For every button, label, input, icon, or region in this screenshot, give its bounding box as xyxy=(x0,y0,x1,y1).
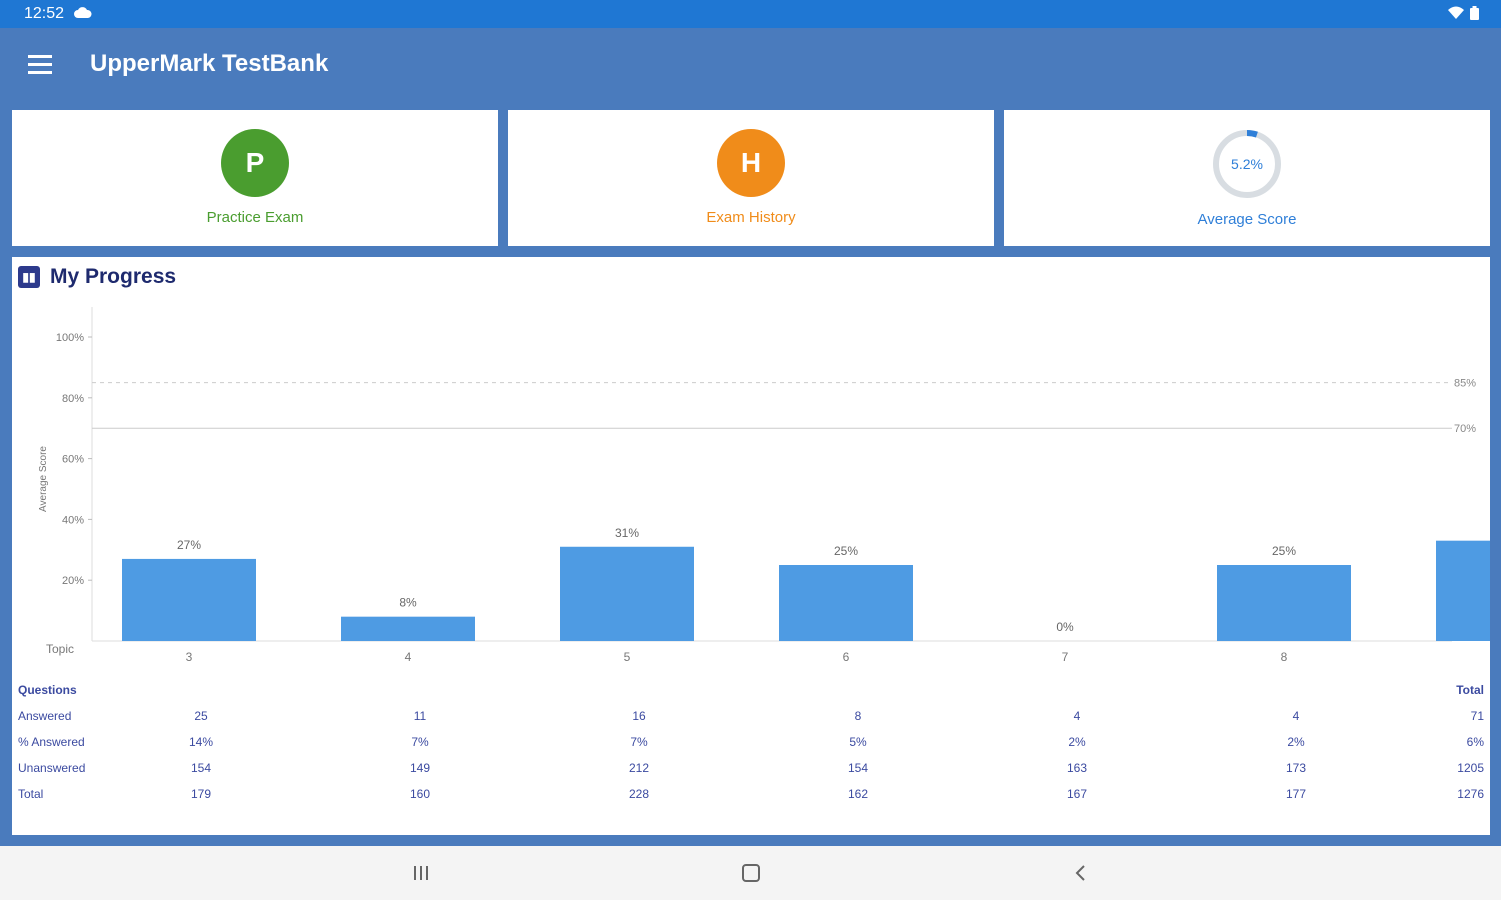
bar xyxy=(1217,565,1351,641)
stats-cell: 212 xyxy=(628,761,650,775)
home-icon[interactable] xyxy=(740,862,762,884)
exam-history-card[interactable]: H Exam History xyxy=(508,110,994,246)
stats-cell: 1% xyxy=(1485,735,1501,749)
bar xyxy=(341,616,475,641)
stats-row: Answered251116844271 xyxy=(12,705,1490,731)
stats-header-row: Questions Total xyxy=(12,679,1490,705)
reference-line-label: 70% xyxy=(1454,423,1476,435)
app-bar: UpperMark TestBank xyxy=(0,28,1501,106)
y-tick-label: 80% xyxy=(62,393,84,405)
stats-cell: 203 xyxy=(1485,787,1501,801)
stats-cell: 2% xyxy=(1068,735,1086,749)
stats-cell: 179 xyxy=(190,787,212,801)
navigation-bar xyxy=(0,846,1501,900)
average-score-ring: 5.2% xyxy=(1212,129,1282,199)
bar-value-label: 31% xyxy=(615,526,639,540)
stats-row-label: Unanswered xyxy=(18,761,86,775)
x-axis-label: Topic xyxy=(46,642,74,656)
stats-cell: 154 xyxy=(190,761,212,775)
exam-history-icon: H xyxy=(717,129,785,197)
stats-cell: 11 xyxy=(413,709,427,723)
stats-total-cell: 6% xyxy=(1466,735,1484,749)
x-tick-label: 7 xyxy=(1062,650,1069,664)
progress-title: My Progress xyxy=(50,265,177,288)
status-time: 12:52 xyxy=(24,5,65,22)
menu-icon[interactable] xyxy=(28,55,54,77)
stats-cell: 177 xyxy=(1285,787,1307,801)
stats-total-header: Total xyxy=(1456,683,1484,697)
stats-row: Unanswered1541492121541631732001205 xyxy=(12,757,1490,783)
bar xyxy=(122,558,256,641)
stats-cell: 228 xyxy=(628,787,650,801)
practice-exam-label: Practice Exam xyxy=(206,209,304,226)
x-tick-label: 3 xyxy=(186,650,193,664)
battery-icon xyxy=(1470,6,1479,25)
y-tick-label: 60% xyxy=(62,454,84,466)
bar-value-label: 25% xyxy=(1272,544,1296,558)
stats-cell: 149 xyxy=(409,761,431,775)
stats-row: Total1791602281621671772031276 xyxy=(12,783,1490,809)
stats-cell: 16 xyxy=(632,709,646,723)
stats-cell: 162 xyxy=(847,787,869,801)
stats-cell: 5% xyxy=(849,735,867,749)
stats-cell: 25 xyxy=(194,709,208,723)
practice-exam-icon: P xyxy=(221,129,289,197)
average-score-card[interactable]: 5.2% Average Score xyxy=(1004,110,1490,246)
stats-cell: 2 xyxy=(1485,709,1501,723)
bar-value-label: 0% xyxy=(1056,620,1074,634)
stats-cell: 200 xyxy=(1485,761,1501,775)
stats-header-label: Questions xyxy=(18,683,77,697)
stats-cell: 8 xyxy=(854,709,862,723)
stats-cell: 160 xyxy=(409,787,431,801)
progress-panel: ▮▮ My Progress 20% 40% 60% 80% 100% Average S… xyxy=(12,257,1490,835)
bar xyxy=(779,565,913,641)
average-score-value: 5.2% xyxy=(1231,156,1263,172)
stats-cell: 4 xyxy=(1073,709,1081,723)
progress-header: ▮▮ My Progress xyxy=(18,265,176,289)
stats-cell: 167 xyxy=(1066,787,1088,801)
stats-cell: 154 xyxy=(847,761,869,775)
stats-total-cell: 1205 xyxy=(1457,761,1484,775)
average-score-label: Average Score xyxy=(1197,211,1297,228)
cloud-icon xyxy=(74,6,92,24)
y-tick-label: 40% xyxy=(62,514,84,526)
x-tick-label: 4 xyxy=(405,650,412,664)
x-tick-label: 6 xyxy=(843,650,850,664)
x-tick-label: 8 xyxy=(1281,650,1288,664)
progress-chart: 20%40%60%80%100%Average ScoreTopic85%70%… xyxy=(38,307,1490,664)
stats-cell: 173 xyxy=(1285,761,1307,775)
back-icon[interactable] xyxy=(1070,862,1092,884)
stats-total-cell: 71 xyxy=(1470,709,1484,723)
wifi-icon xyxy=(1448,6,1464,25)
chart-icon: ▮▮ xyxy=(18,266,40,288)
stats-cell: 2% xyxy=(1287,735,1305,749)
stats-total-cell: 1276 xyxy=(1457,787,1484,801)
status-bar: 12:52 xyxy=(0,0,1501,28)
stats-row-label: Answered xyxy=(18,709,72,723)
stats-row-label: % Answered xyxy=(18,735,85,749)
stats-cell: 7% xyxy=(630,735,648,749)
stats-row-label: Total xyxy=(18,787,44,801)
stats-cell: 14% xyxy=(188,735,214,749)
y-axis-label: Average Score xyxy=(38,446,49,512)
y-tick-label: 20% xyxy=(62,575,84,587)
app-title: UpperMark TestBank xyxy=(90,50,329,77)
bar-value-label: 27% xyxy=(177,538,201,552)
reference-line-label: 85% xyxy=(1454,378,1476,390)
recents-icon[interactable] xyxy=(410,862,432,884)
exam-history-label: Exam History xyxy=(706,209,796,226)
x-tick-label: 5 xyxy=(624,650,631,664)
bar xyxy=(1436,540,1490,641)
practice-exam-card[interactable]: P Practice Exam xyxy=(12,110,498,246)
stats-cell: 7% xyxy=(411,735,429,749)
stats-cell: 4 xyxy=(1292,709,1300,723)
stats-table: QuestionsTotalAnswered251116844271% Answ… xyxy=(12,679,1490,809)
bar xyxy=(560,546,694,641)
bar-value-label: 8% xyxy=(399,596,417,610)
bar-value-label: 25% xyxy=(834,544,858,558)
y-tick-label: 100% xyxy=(56,332,84,344)
stats-cell: 163 xyxy=(1066,761,1088,775)
